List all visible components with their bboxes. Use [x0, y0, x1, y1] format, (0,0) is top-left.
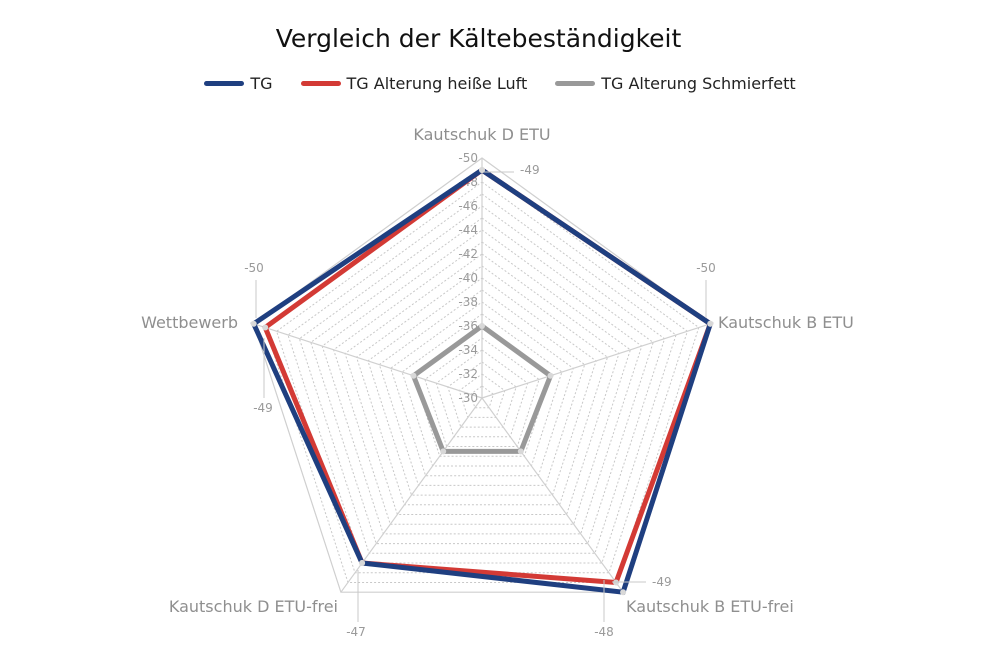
series-point — [410, 372, 417, 379]
data-label: -50 — [244, 261, 264, 275]
grid-ring — [321, 229, 643, 535]
legend: TG TG Alterung heiße Luft TG Alterung Sc… — [0, 74, 1000, 93]
axis-spoke — [340, 397, 483, 593]
series-point — [517, 448, 524, 455]
scale-tick-label: -38 — [458, 295, 478, 309]
axis-label: Wettbewerb — [141, 313, 238, 332]
axis-label: Kautschuk D ETU-frei — [169, 597, 338, 616]
radar-scale: -30-32-34-36-38-40-42-44-46-48-50 — [458, 151, 478, 405]
scale-tick-label: -42 — [458, 247, 478, 261]
axis-label: Kautschuk B ETU-frei — [626, 597, 794, 616]
series-point — [479, 323, 485, 329]
scale-tick-label: -50 — [458, 151, 478, 165]
legend-item-tg-hot-air[interactable]: TG Alterung heiße Luft — [300, 74, 528, 93]
legend-label-tg-hot-air: TG Alterung heiße Luft — [346, 74, 528, 93]
grid-ring — [344, 253, 620, 515]
series-line — [410, 322, 554, 454]
grid-ring — [276, 181, 688, 574]
series-point — [250, 320, 257, 327]
chart-title: Vergleich der Kältebeständigkeit — [275, 24, 682, 53]
scale-tick-label: -30 — [458, 391, 478, 405]
legend-label-tg: TG — [250, 74, 273, 93]
legend-swatch-tg — [204, 81, 245, 86]
data-label: -49 — [253, 401, 273, 415]
scale-tick-label: -40 — [458, 271, 478, 285]
scale-tick-label: -34 — [458, 343, 478, 357]
grid-ring — [355, 265, 609, 506]
legend-swatch-tg-hot-air — [300, 81, 341, 86]
series-point — [620, 589, 627, 596]
grid-ring — [424, 337, 540, 447]
scale-tick-label: -44 — [458, 223, 478, 237]
axis-spoke — [481, 397, 624, 593]
grid-ring — [333, 241, 631, 525]
radar-data-labels: -49 -50 -49 -48 -47 -49 -50 — [244, 163, 716, 639]
data-label: -48 — [594, 625, 614, 639]
axis-spoke — [481, 323, 711, 399]
grid-ring — [298, 205, 666, 554]
data-label: -47 — [346, 625, 366, 639]
radar-series — [250, 166, 714, 596]
data-label: -49 — [520, 163, 540, 177]
grid-ring — [435, 349, 529, 438]
scale-tick-label: -32 — [458, 367, 478, 381]
grid-ring — [447, 361, 517, 428]
series-line — [262, 166, 714, 586]
grid-ring — [458, 373, 506, 418]
grid-ring — [310, 217, 654, 545]
axis-label: Kautschuk D ETU — [413, 125, 550, 144]
series-point — [440, 448, 447, 455]
radar-axis-labels: Kautschuk D ETU Kautschuk B ETU Kautschuk … — [141, 125, 854, 616]
series-point — [359, 560, 366, 566]
legend-item-tg[interactable]: TG — [204, 74, 273, 93]
data-label: -50 — [696, 261, 716, 275]
axis-spoke — [253, 323, 483, 399]
data-label: -49 — [652, 575, 672, 589]
legend-label-tg-grease: TG Alterung Schmierfett — [601, 74, 796, 93]
series-line — [250, 166, 714, 595]
series-point — [707, 320, 714, 327]
grid-ring — [367, 277, 597, 496]
series-point — [479, 167, 485, 173]
axis-label: Kautschuk B ETU — [718, 313, 854, 332]
series-point — [262, 324, 269, 331]
legend-item-tg-grease[interactable]: TG Alterung Schmierfett — [555, 74, 796, 93]
series-point — [547, 372, 554, 379]
legend-swatch-tg-grease — [555, 81, 596, 86]
grid-ring — [378, 289, 586, 486]
scale-tick-label: -46 — [458, 199, 478, 213]
